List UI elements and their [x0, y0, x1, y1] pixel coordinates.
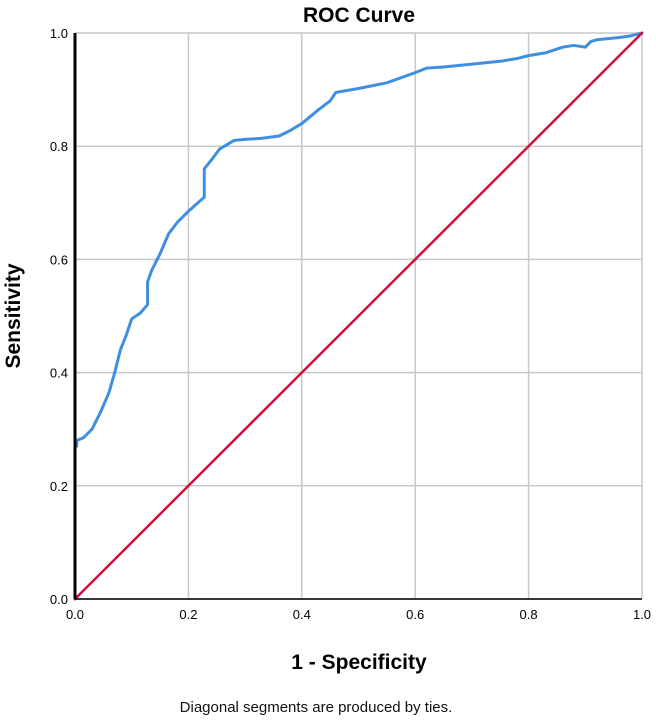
x-tick-label-2: 0.4 [293, 607, 311, 622]
y-tick-label-3: 0.6 [50, 252, 68, 267]
grid [74, 32, 643, 600]
footnote: Diagonal segments are produced by ties. [180, 699, 453, 716]
reference-line [73, 31, 644, 601]
tick-labels: 0.0 0.2 0.4 0.6 0.8 1.0 0.0 0.2 0.4 0.6 0.8 1.0 [50, 26, 651, 622]
x-tick-label-5: 1.0 [633, 607, 651, 622]
x-tick-label-0: 0.0 [66, 607, 84, 622]
chart-title: ROC Curve [303, 4, 415, 27]
y-tick-label-0: 0.0 [50, 592, 68, 607]
y-tick-label-2: 0.4 [50, 366, 68, 381]
x-tick-label-3: 0.6 [406, 607, 424, 622]
y-tick-label-4: 0.8 [50, 139, 68, 154]
y-tick-label-1: 0.2 [50, 479, 68, 494]
series-layer [73, 31, 644, 601]
x-tick-label-1: 0.2 [179, 607, 197, 622]
x-tick-label-4: 0.8 [520, 607, 538, 622]
roc-curve-line [73, 31, 644, 601]
y-tick-label-5: 1.0 [50, 26, 68, 41]
axes [73, 33, 642, 600]
x-axis-label: 1 - Specificity [291, 651, 427, 674]
y-axis-label: Sensitivity [2, 263, 25, 368]
